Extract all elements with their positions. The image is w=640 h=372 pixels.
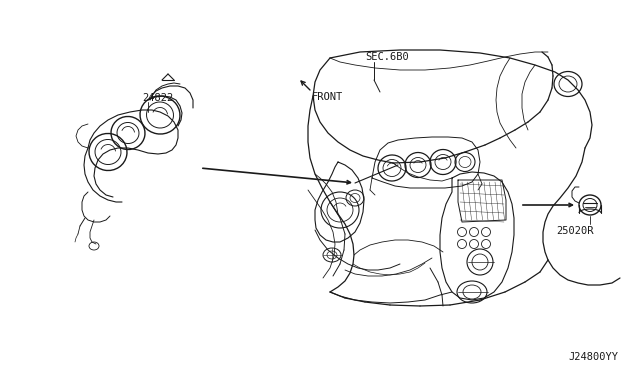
Text: 24822: 24822 (142, 93, 173, 103)
Text: SEC.6B0: SEC.6B0 (365, 52, 409, 62)
Text: J24800YY: J24800YY (568, 352, 618, 362)
Text: FRONT: FRONT (312, 92, 343, 102)
Text: 25020R: 25020R (556, 226, 594, 236)
